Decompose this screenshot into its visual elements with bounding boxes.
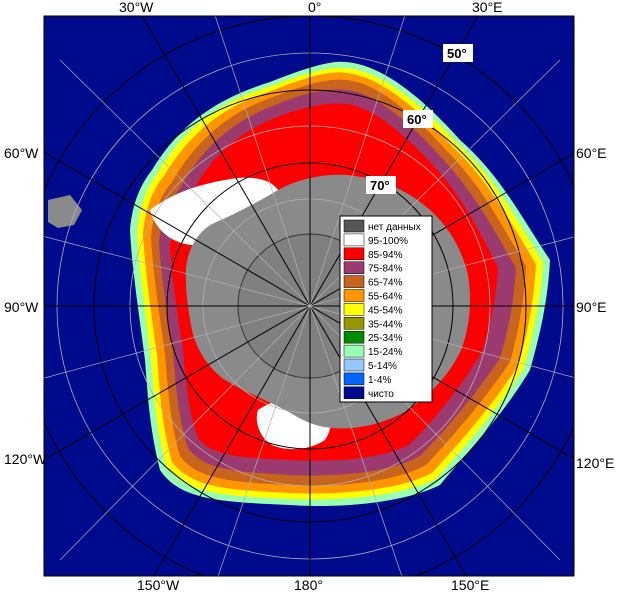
label-bottom-150e: 150°E [451, 577, 489, 593]
label-bottom-150w: 150°W [137, 577, 180, 593]
legend-label: 25-34% [368, 333, 403, 344]
legend-swatch [343, 219, 365, 233]
legend-swatch [343, 275, 365, 288]
legend-swatch [343, 330, 365, 344]
legend-swatch [343, 261, 365, 274]
label-right-90e: 90°E [576, 299, 607, 315]
label-left-90w: 90°W [4, 299, 39, 315]
legend-label: 5-14% [368, 361, 397, 372]
legend-label: чисто [368, 389, 394, 400]
legend-label: 65-74% [368, 278, 403, 289]
legend-label: 75-84% [368, 264, 403, 275]
legend-swatch [343, 317, 365, 330]
legend-swatch [343, 386, 365, 400]
lat-label-50: 50° [443, 44, 473, 62]
map-frame [43, 15, 575, 577]
legend-label: 45-54% [368, 305, 403, 316]
legend-swatch [343, 233, 365, 247]
legend-swatch [343, 358, 365, 372]
label-left-60w: 60°W [4, 145, 39, 161]
label-top-30w: 30°W [119, 0, 154, 15]
legend-label: 1-4% [368, 375, 391, 386]
svg-text:60°: 60° [407, 112, 427, 127]
legend-label: 55-64% [368, 292, 403, 303]
lat-label-60: 60° [403, 110, 433, 128]
legend-swatch [343, 372, 365, 386]
legend-label: нет данных [368, 222, 421, 233]
lat-label-70: 70° [366, 176, 396, 194]
label-top-30e: 30°E [472, 0, 503, 15]
legend-swatch [343, 289, 365, 302]
legend-label: 95-100% [368, 236, 408, 247]
svg-text:50°: 50° [447, 46, 467, 61]
label-left-120w: 120°W [4, 451, 47, 467]
legend: нет данных 95-100% 85-94% 75-84% 65-74% 55-64… [339, 215, 433, 403]
label-bottom-180: 180° [294, 577, 323, 593]
label-right-120e: 120°E [576, 455, 614, 471]
legend-swatch [343, 344, 365, 358]
label-right-60e: 60°E [576, 145, 607, 161]
svg-text:70°: 70° [370, 178, 390, 193]
label-top-0: 0° [308, 0, 321, 15]
legend-swatch [343, 247, 365, 261]
legend-label: 35-44% [368, 319, 403, 330]
legend-swatch [343, 303, 365, 316]
legend-label: 85-94% [368, 250, 403, 261]
south-america-land [48, 195, 82, 228]
legend-label: 15-24% [368, 347, 403, 358]
